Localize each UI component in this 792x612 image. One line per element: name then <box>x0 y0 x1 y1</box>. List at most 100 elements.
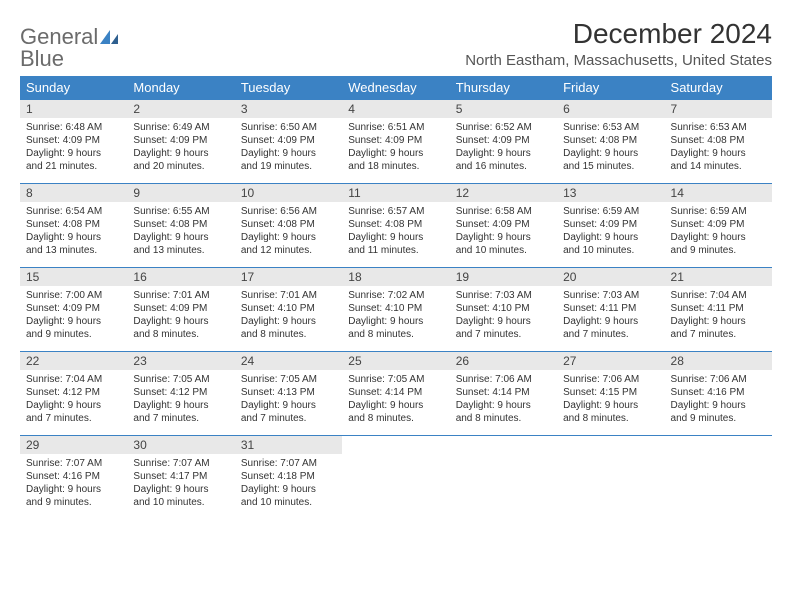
day-d1: Daylight: 9 hours <box>456 231 551 244</box>
day-sr: Sunrise: 6:54 AM <box>26 205 121 218</box>
day-d2: and 8 minutes. <box>348 328 443 341</box>
day-content: Sunrise: 7:01 AMSunset: 4:10 PMDaylight:… <box>235 286 342 351</box>
day-number: 2 <box>127 100 234 118</box>
header: General Blue December 2024 North Eastham… <box>20 18 772 70</box>
day-ss: Sunset: 4:17 PM <box>133 470 228 483</box>
day-content: Sunrise: 7:05 AMSunset: 4:14 PMDaylight:… <box>342 370 449 435</box>
day-number: 25 <box>342 352 449 370</box>
day-ss: Sunset: 4:14 PM <box>456 386 551 399</box>
day-d1: Daylight: 9 hours <box>26 483 121 496</box>
day-sr: Sunrise: 7:06 AM <box>671 373 766 386</box>
day-number: 21 <box>665 268 772 286</box>
day-content: Sunrise: 7:03 AMSunset: 4:11 PMDaylight:… <box>557 286 664 351</box>
day-sr: Sunrise: 6:55 AM <box>133 205 228 218</box>
day-content: Sunrise: 6:58 AMSunset: 4:09 PMDaylight:… <box>450 202 557 267</box>
day-d2: and 7 minutes. <box>563 328 658 341</box>
calendar-cell <box>665 436 772 520</box>
day-ss: Sunset: 4:16 PM <box>671 386 766 399</box>
col-friday: Friday <box>557 76 664 100</box>
day-sr: Sunrise: 7:03 AM <box>563 289 658 302</box>
day-content: Sunrise: 6:50 AMSunset: 4:09 PMDaylight:… <box>235 118 342 183</box>
day-d2: and 21 minutes. <box>26 160 121 173</box>
header-row: Sunday Monday Tuesday Wednesday Thursday… <box>20 76 772 100</box>
day-ss: Sunset: 4:09 PM <box>456 218 551 231</box>
location: North Eastham, Massachusetts, United Sta… <box>465 52 772 69</box>
col-wednesday: Wednesday <box>342 76 449 100</box>
day-ss: Sunset: 4:08 PM <box>671 134 766 147</box>
day-d2: and 10 minutes. <box>133 496 228 509</box>
day-sr: Sunrise: 6:51 AM <box>348 121 443 134</box>
day-ss: Sunset: 4:09 PM <box>133 134 228 147</box>
day-d1: Daylight: 9 hours <box>26 231 121 244</box>
day-number: 30 <box>127 436 234 454</box>
day-sr: Sunrise: 6:56 AM <box>241 205 336 218</box>
day-content: Sunrise: 6:53 AMSunset: 4:08 PMDaylight:… <box>557 118 664 183</box>
day-d1: Daylight: 9 hours <box>241 399 336 412</box>
logo: General Blue <box>20 18 118 70</box>
day-ss: Sunset: 4:09 PM <box>241 134 336 147</box>
day-d2: and 13 minutes. <box>133 244 228 257</box>
day-d1: Daylight: 9 hours <box>26 147 121 160</box>
day-content: Sunrise: 6:49 AMSunset: 4:09 PMDaylight:… <box>127 118 234 183</box>
day-d1: Daylight: 9 hours <box>563 399 658 412</box>
day-number: 4 <box>342 100 449 118</box>
day-number: 29 <box>20 436 127 454</box>
day-d2: and 16 minutes. <box>456 160 551 173</box>
day-d2: and 7 minutes. <box>133 412 228 425</box>
day-content: Sunrise: 7:05 AMSunset: 4:13 PMDaylight:… <box>235 370 342 435</box>
day-sr: Sunrise: 6:59 AM <box>671 205 766 218</box>
day-ss: Sunset: 4:10 PM <box>241 302 336 315</box>
calendar-cell: 2Sunrise: 6:49 AMSunset: 4:09 PMDaylight… <box>127 100 234 184</box>
calendar-cell: 15Sunrise: 7:00 AMSunset: 4:09 PMDayligh… <box>20 268 127 352</box>
calendar-cell: 5Sunrise: 6:52 AMSunset: 4:09 PMDaylight… <box>450 100 557 184</box>
sail-icon <box>100 26 118 48</box>
day-number: 1 <box>20 100 127 118</box>
day-d2: and 14 minutes. <box>671 160 766 173</box>
calendar-cell: 12Sunrise: 6:58 AMSunset: 4:09 PMDayligh… <box>450 184 557 268</box>
day-sr: Sunrise: 6:53 AM <box>563 121 658 134</box>
calendar-cell: 16Sunrise: 7:01 AMSunset: 4:09 PMDayligh… <box>127 268 234 352</box>
day-d1: Daylight: 9 hours <box>348 231 443 244</box>
day-number: 27 <box>557 352 664 370</box>
day-sr: Sunrise: 7:07 AM <box>26 457 121 470</box>
day-ss: Sunset: 4:08 PM <box>241 218 336 231</box>
calendar-body: 1Sunrise: 6:48 AMSunset: 4:09 PMDaylight… <box>20 100 772 520</box>
day-d1: Daylight: 9 hours <box>26 315 121 328</box>
day-content: Sunrise: 7:06 AMSunset: 4:14 PMDaylight:… <box>450 370 557 435</box>
day-content: Sunrise: 6:59 AMSunset: 4:09 PMDaylight:… <box>665 202 772 267</box>
day-content: Sunrise: 7:07 AMSunset: 4:17 PMDaylight:… <box>127 454 234 519</box>
day-d1: Daylight: 9 hours <box>133 483 228 496</box>
day-d1: Daylight: 9 hours <box>348 315 443 328</box>
day-content: Sunrise: 6:48 AMSunset: 4:09 PMDaylight:… <box>20 118 127 183</box>
calendar-cell: 7Sunrise: 6:53 AMSunset: 4:08 PMDaylight… <box>665 100 772 184</box>
day-ss: Sunset: 4:16 PM <box>26 470 121 483</box>
day-d1: Daylight: 9 hours <box>348 147 443 160</box>
day-number: 20 <box>557 268 664 286</box>
page-title: December 2024 <box>465 18 772 50</box>
day-number: 19 <box>450 268 557 286</box>
calendar-cell: 3Sunrise: 6:50 AMSunset: 4:09 PMDaylight… <box>235 100 342 184</box>
day-ss: Sunset: 4:09 PM <box>563 218 658 231</box>
day-sr: Sunrise: 7:07 AM <box>241 457 336 470</box>
calendar-cell: 26Sunrise: 7:06 AMSunset: 4:14 PMDayligh… <box>450 352 557 436</box>
day-d2: and 7 minutes. <box>671 328 766 341</box>
day-d2: and 7 minutes. <box>456 328 551 341</box>
day-sr: Sunrise: 6:57 AM <box>348 205 443 218</box>
day-d1: Daylight: 9 hours <box>348 399 443 412</box>
calendar-cell: 27Sunrise: 7:06 AMSunset: 4:15 PMDayligh… <box>557 352 664 436</box>
day-content: Sunrise: 6:54 AMSunset: 4:08 PMDaylight:… <box>20 202 127 267</box>
day-content: Sunrise: 7:01 AMSunset: 4:09 PMDaylight:… <box>127 286 234 351</box>
calendar-cell: 20Sunrise: 7:03 AMSunset: 4:11 PMDayligh… <box>557 268 664 352</box>
day-number: 5 <box>450 100 557 118</box>
day-d2: and 8 minutes. <box>563 412 658 425</box>
title-block: December 2024 North Eastham, Massachuset… <box>465 18 772 69</box>
day-content: Sunrise: 7:03 AMSunset: 4:10 PMDaylight:… <box>450 286 557 351</box>
day-d2: and 8 minutes. <box>241 328 336 341</box>
calendar-cell <box>557 436 664 520</box>
day-d2: and 11 minutes. <box>348 244 443 257</box>
day-sr: Sunrise: 7:04 AM <box>26 373 121 386</box>
day-number: 26 <box>450 352 557 370</box>
day-content: Sunrise: 6:59 AMSunset: 4:09 PMDaylight:… <box>557 202 664 267</box>
day-content: Sunrise: 6:55 AMSunset: 4:08 PMDaylight:… <box>127 202 234 267</box>
day-d1: Daylight: 9 hours <box>563 147 658 160</box>
